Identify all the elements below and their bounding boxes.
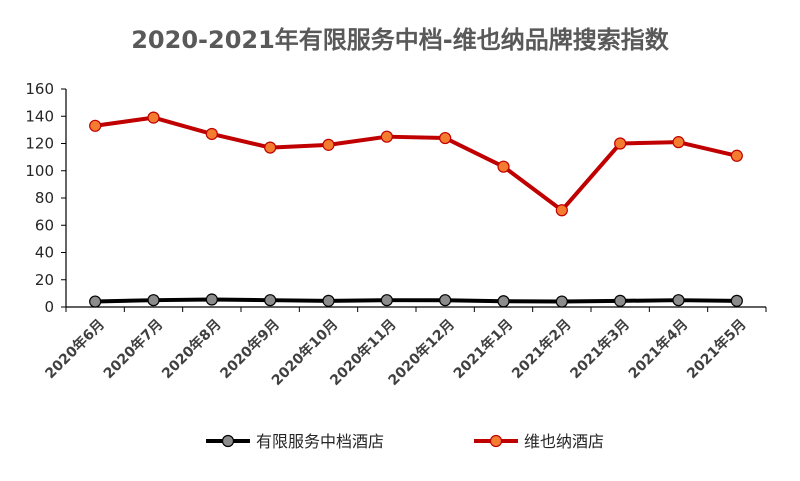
- data-point: [614, 294, 627, 307]
- legend-item: 有限服务中档酒店: [206, 432, 384, 451]
- data-point: [555, 204, 568, 217]
- x-tick-label: 2021年1月: [450, 316, 516, 382]
- legend-item: 维也纳酒店: [474, 432, 604, 451]
- y-tick-label: 20: [35, 271, 54, 289]
- legend-label: 维也纳酒店: [524, 432, 604, 451]
- data-point: [322, 138, 335, 151]
- data-point: [205, 293, 218, 306]
- x-tick-label: 2020年8月: [158, 316, 224, 382]
- series-line: [95, 297, 737, 304]
- series-1: [89, 293, 743, 308]
- chart-series: [89, 111, 743, 308]
- y-axis-ticks: 0 20 40 60 80 100 120 140 160: [25, 80, 66, 316]
- data-point: [672, 136, 685, 149]
- data-point: [264, 294, 277, 307]
- y-tick-label: 60: [35, 216, 54, 234]
- data-point: [439, 294, 452, 307]
- data-point: [497, 295, 510, 308]
- legend-label: 有限服务中档酒店: [256, 432, 384, 451]
- data-point: [672, 294, 685, 307]
- data-point: [89, 119, 102, 132]
- x-axis-ticks: 2020年6月2020年7月2020年8月2020年9月2020年10月2020…: [42, 307, 767, 389]
- x-tick-label: 2021年5月: [683, 316, 749, 382]
- data-point: [205, 127, 218, 141]
- data-point: [89, 295, 102, 308]
- x-tick-label: 2021年3月: [567, 316, 633, 382]
- legend-marker: [221, 434, 235, 448]
- series-2: [89, 111, 743, 217]
- data-point: [439, 131, 452, 145]
- y-tick-label: 0: [44, 298, 54, 316]
- data-point: [614, 137, 627, 150]
- series-line: [94, 115, 738, 213]
- data-point: [555, 295, 568, 308]
- data-point: [380, 130, 393, 143]
- legend-marker: [489, 434, 503, 448]
- chart-title: 2020-2021年有限服务中档-维也纳品牌搜索指数: [131, 26, 669, 54]
- data-point: [147, 111, 160, 124]
- chart-legend: 有限服务中档酒店 维也纳酒店: [206, 432, 604, 451]
- x-tick-label: 2020年6月: [42, 316, 108, 382]
- data-point: [264, 141, 277, 154]
- x-tick-label: 2020年7月: [100, 316, 166, 382]
- y-tick-label: 120: [25, 135, 54, 153]
- y-tick-label: 140: [25, 107, 54, 125]
- data-point: [730, 149, 743, 162]
- x-tick-label: 2021年2月: [508, 316, 574, 382]
- y-tick-label: 160: [25, 80, 54, 98]
- data-point: [730, 294, 743, 307]
- y-tick-label: 80: [35, 189, 54, 207]
- data-point: [147, 294, 160, 307]
- data-point: [322, 294, 335, 307]
- data-point: [380, 294, 393, 307]
- x-tick-label: 2021年4月: [625, 316, 691, 382]
- y-tick-label: 100: [25, 162, 54, 180]
- data-point: [497, 160, 510, 173]
- y-tick-label: 40: [35, 244, 54, 262]
